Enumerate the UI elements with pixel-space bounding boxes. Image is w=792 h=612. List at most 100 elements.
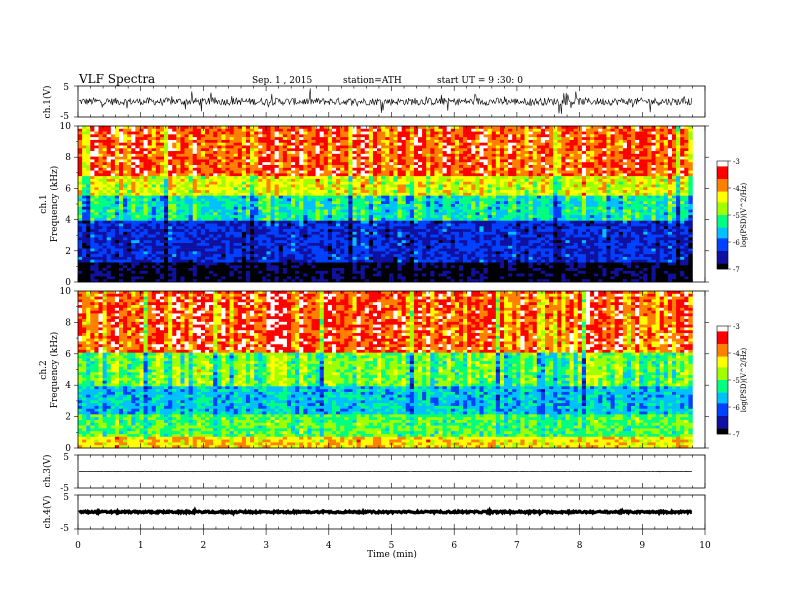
ch1-spectrogram-cell [303,153,308,157]
ch1-spectrogram-cell [471,167,476,171]
ch1-spectrogram-cell [364,201,370,205]
ch1-spectrogram-cell [98,209,103,213]
ch1-spectrogram-cell [676,195,681,199]
ch1-spectrogram-cell [270,206,275,210]
ch1-spectrogram-cell [393,162,398,166]
ch1-spectrogram-cell [250,215,255,219]
ch1-spectrogram-cell [217,176,222,180]
ch1-spectrogram-cell [614,162,620,166]
ch1-spectrogram-cell [110,201,116,205]
ch1-spectrogram-cell [446,139,452,144]
ch1-spectrogram-cell [151,159,157,163]
ch1-spectrogram-cell [442,204,447,208]
ch1-spectrogram-cell [508,148,513,152]
ch1-spectrogram-cell [229,204,234,208]
ch1-spectrogram-cell [405,206,411,210]
ch1-spectrogram-cell [590,170,595,174]
ch1-spectrogram-cell [512,134,517,138]
ch1-spectrogram-cell [585,195,591,199]
ch1-spectrogram-cell [98,131,103,135]
ch1-spectrogram-cell [590,201,595,205]
ch1-spectrogram-cell [127,131,132,135]
ch1-spectrogram-cell [254,170,259,174]
ch1-spectrogram-cell [684,198,689,202]
ch1-spectrogram-cell [98,153,103,157]
ch1-spectrogram-cell [663,173,669,177]
ch1-spectrogram-cell [512,156,517,160]
ch1-spectrogram-cell [221,165,226,169]
ch1-spectrogram-cell [180,209,185,213]
ch1-spectrogram-cell [491,128,497,132]
ch1-spectrogram-cell [90,159,95,163]
ch1-spectrogram-cell [377,212,382,216]
ch1-spectrogram-cell [585,126,591,130]
ch1-spectrogram-cell [418,128,423,132]
ch1-spectrogram-cell [135,170,140,174]
ch1-spectrogram-cell [106,204,112,208]
ch1-spectrogram-cell [147,170,153,174]
ch1-spectrogram-cell [688,209,693,213]
ch1-spectrogram-cell [606,145,611,149]
ch1-spectrogram-cell [118,142,124,146]
ch1-spectrogram-cell [520,167,525,171]
ch1-spectrogram-cell [147,139,153,144]
ch1-spectrogram-cell [266,156,271,160]
ch1-spectrogram-cell [487,167,493,171]
ch1-spectrogram-cell [598,159,603,163]
ch1-spectrogram-cell [123,187,128,191]
ch1-spectrogram-cell [655,212,660,216]
ch1-spectrogram-cell [286,139,292,144]
ch1-spectrogram-cell [213,181,218,185]
ch1-spectrogram-cell [118,137,124,141]
ch1-spectrogram-cell [610,181,615,185]
ch1-spectrogram-cell [512,198,517,202]
ch1-spectrogram-cell [348,139,353,144]
ch1-spectrogram-cell [606,139,611,144]
ch1-spectrogram-cell [336,195,341,199]
ch1-spectrogram-cell [418,173,423,177]
ch1-spectrogram-cell [180,128,185,132]
ch1-spectrogram-cell [524,128,529,132]
ch1-spectrogram-cell [475,151,480,155]
ch1-spectrogram-cell [553,206,558,210]
ch1-spectrogram-cell [651,139,656,144]
ch1-spectrogram-cell [594,137,599,141]
ch1-spectrogram-cell [684,190,689,194]
ch1-spectrogram-cell [323,156,329,160]
ch1-spectrogram-cell [291,178,296,183]
ch1-spectrogram-cell [606,137,611,141]
ch1-spectrogram-cell [499,131,505,135]
ch1-spectrogram-cell [114,209,120,213]
ch1-spectrogram-cell [483,204,488,208]
ch1-spectrogram-cell [319,162,325,166]
ch1-spectrogram-cell [565,181,570,185]
ch1-spectrogram-cell [213,173,218,177]
ch1-spectrogram-cell [286,165,292,169]
ch1-spectrogram-cell [217,142,222,146]
ch1-spectrogram-cell [622,204,628,208]
ch1-spectrogram-cell [360,153,366,157]
ch1-spectrogram-cell [352,151,357,155]
ch1-spectrogram-cell [520,192,525,196]
ch1-spectrogram-cell [82,187,87,191]
ch1-spectrogram-cell [385,187,390,191]
ch1-spectrogram-cell [450,165,456,169]
ch1-spectrogram-cell [438,153,443,157]
ch1-spectrogram-cell [344,212,349,216]
ch1-spectrogram-cell [98,148,103,152]
ch1-spectrogram-cell [532,187,538,191]
ch1-spectrogram-cell [143,137,148,141]
ch1-spectrogram-cell [438,192,443,196]
ch1-spectrogram-cell [606,134,611,138]
ch1-spectrogram-cell [311,178,316,183]
ch1-spectrogram-cell [168,139,173,144]
ch1-spectrogram-cell [250,142,255,146]
ch1-spectrogram-cell [319,131,325,135]
ch1-spectrogram-cell [676,212,681,216]
ch1-spectrogram-cell [299,215,304,219]
ch1-spectrogram-cell [82,139,87,144]
ch1-spectrogram-cell [323,126,329,130]
ch1-spectrogram-cell [499,209,505,213]
ch1-spectrogram-cell [598,134,603,138]
ch1-spectrogram-cell [471,204,476,208]
